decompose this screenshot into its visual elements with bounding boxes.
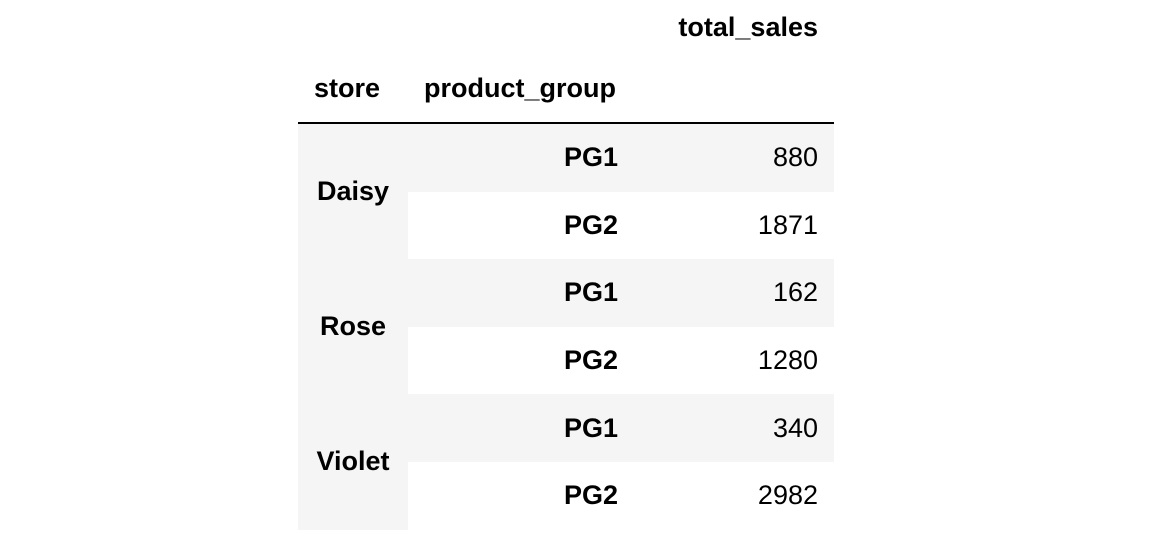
cell-total-sales: 2982 xyxy=(634,461,834,530)
table-row: PG2 1871 xyxy=(298,191,834,260)
cell-total-sales: 1280 xyxy=(634,326,834,395)
row-index-product-group: PG2 xyxy=(408,191,634,260)
row-index-product-group: PG2 xyxy=(408,326,634,395)
cell-total-sales: 1871 xyxy=(634,191,834,260)
row-index-store: Violet xyxy=(298,394,408,530)
row-index-store: Rose xyxy=(298,259,408,395)
header-blank-store xyxy=(298,0,408,55)
header-blank-product-group xyxy=(408,0,634,55)
table-row: Rose PG1 162 xyxy=(298,259,834,395)
row-index-store: Daisy xyxy=(298,123,408,260)
row-index-product-group: PG2 xyxy=(408,461,634,530)
dataframe-container: total_sales store product_group Daisy PG… xyxy=(298,0,834,530)
cell-total-sales: 880 xyxy=(634,123,834,192)
table-row: PG2 1280 xyxy=(298,326,834,395)
table-header: total_sales store product_group xyxy=(298,0,834,123)
header-row-columns: total_sales xyxy=(298,0,834,55)
dataframe-table: total_sales store product_group Daisy PG… xyxy=(298,0,834,530)
cell-total-sales: 340 xyxy=(634,394,834,462)
row-index-product-group: PG1 xyxy=(408,259,634,327)
row-index-product-group: PG1 xyxy=(408,394,634,462)
table-row: Violet PG1 340 xyxy=(298,394,834,530)
table-body: Daisy PG1 880 PG2 1871 Rose PG1 162 PG2 … xyxy=(298,123,834,530)
index-header-product-group: product_group xyxy=(424,73,616,103)
table-row: Daisy PG1 880 xyxy=(298,123,834,260)
row-index-product-group: PG1 xyxy=(408,123,634,192)
header-blank-values xyxy=(634,55,834,123)
table-row: PG2 2982 xyxy=(298,461,834,530)
cell-total-sales: 162 xyxy=(634,259,834,327)
column-header-total-sales: total_sales xyxy=(678,12,818,42)
header-row-index-names: store product_group xyxy=(298,55,834,123)
index-header-store: store xyxy=(314,73,381,103)
